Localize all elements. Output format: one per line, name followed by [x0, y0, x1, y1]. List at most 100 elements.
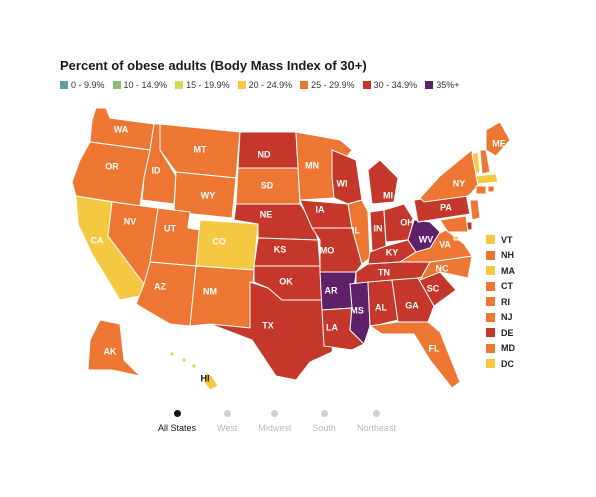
state-ut[interactable] — [149, 207, 201, 267]
state-label-nv: NV — [124, 216, 137, 226]
legend-swatch — [300, 81, 309, 89]
state-co[interactable] — [195, 219, 259, 271]
state-wy[interactable] — [173, 171, 237, 219]
state-label-al: AL — [375, 302, 387, 312]
hawaii-island-1 — [170, 352, 174, 356]
state-label-sd: SD — [261, 180, 274, 190]
legend-item: 25 - 29.9% — [300, 80, 355, 90]
filter-dot — [372, 410, 380, 417]
state-label-ar: AR — [325, 285, 338, 295]
state-ny[interactable] — [419, 149, 479, 203]
state-label-ky: KY — [386, 247, 399, 257]
small-state-ri[interactable]: RI — [486, 294, 515, 310]
small-state-label: VT — [501, 234, 513, 245]
state-tx[interactable] — [209, 281, 339, 381]
small-state-label: MA — [501, 265, 515, 276]
filter-label: All States — [158, 423, 197, 433]
small-state-vt[interactable]: VT — [486, 232, 515, 248]
state-vt[interactable] — [471, 151, 481, 175]
state-label-ks: KS — [274, 244, 287, 254]
state-nj[interactable] — [469, 199, 481, 221]
state-md[interactable] — [439, 215, 469, 233]
small-state-swatch — [486, 343, 495, 353]
state-ma[interactable] — [475, 173, 499, 185]
state-label-tx: TX — [262, 320, 274, 330]
state-label-mt: MT — [194, 144, 207, 154]
legend-swatch — [237, 81, 246, 89]
filter-northeast[interactable]: Northeast — [357, 410, 396, 433]
filter-dot — [173, 410, 181, 417]
legend-label: 10 - 14.9% — [123, 80, 168, 90]
legend-swatch — [425, 81, 434, 89]
filter-label: Midwest — [258, 423, 292, 433]
filter-south[interactable]: South — [312, 410, 336, 433]
state-label-fl: FL — [429, 343, 440, 353]
small-state-swatch — [486, 328, 495, 338]
filter-label: South — [312, 423, 336, 433]
small-state-label: MD — [501, 343, 515, 354]
small-state-ma[interactable]: MA — [486, 263, 515, 279]
state-nm[interactable] — [189, 265, 255, 329]
state-label-mn: MN — [305, 160, 319, 170]
state-label-nc: NC — [436, 263, 449, 273]
state-dc[interactable] — [453, 235, 459, 241]
state-ct[interactable] — [475, 185, 487, 195]
state-ks[interactable] — [253, 237, 321, 267]
state-mi[interactable] — [367, 159, 399, 205]
state-wi[interactable] — [331, 149, 363, 205]
legend-swatch — [362, 81, 371, 89]
state-label-ms: MS — [350, 305, 364, 315]
small-state-nh[interactable]: NH — [486, 248, 515, 264]
small-state-nj[interactable]: NJ — [486, 310, 515, 326]
state-label-oh: OH — [400, 217, 414, 227]
filter-dot — [223, 410, 231, 417]
state-al[interactable] — [367, 279, 399, 327]
legend-item: 20 - 24.9% — [237, 80, 292, 90]
legend-label: 25 - 29.9% — [311, 80, 355, 90]
state-label-il: IL — [352, 225, 361, 235]
filter-west[interactable]: West — [217, 410, 237, 433]
legend-item: 15 - 19.9% — [175, 80, 230, 90]
small-state-dc[interactable]: DC — [486, 356, 515, 372]
hawaii-island-3 — [192, 364, 196, 368]
state-ga[interactable] — [391, 277, 435, 323]
state-label-ga: GA — [405, 300, 419, 310]
small-state-ct[interactable]: CT — [486, 279, 515, 295]
filter-label: West — [217, 423, 238, 433]
small-state-de[interactable]: DE — [486, 325, 515, 341]
state-ak[interactable] — [87, 319, 142, 377]
filter-dot — [320, 410, 328, 417]
state-label-id: ID — [152, 165, 162, 175]
small-state-md[interactable]: MD — [486, 341, 515, 357]
small-state-label: DE — [501, 327, 514, 338]
legend-item: 30 - 34.9% — [362, 80, 418, 90]
state-hi[interactable] — [203, 371, 219, 391]
state-label-ok: OK — [279, 276, 293, 286]
filter-dot — [271, 410, 279, 417]
map-title: Percent of obese adults (Body Mass Index… — [60, 58, 367, 73]
state-ri[interactable] — [487, 185, 495, 193]
state-label-sc: SC — [427, 283, 440, 293]
state-nh[interactable] — [479, 149, 491, 175]
filter-all-states[interactable]: All States — [158, 410, 196, 433]
state-label-ny: NY — [453, 178, 466, 188]
filter-midwest[interactable]: Midwest — [258, 410, 291, 433]
state-label-nm: NM — [203, 286, 217, 296]
legend-item: 0 - 9.9% — [60, 80, 105, 90]
state-or[interactable] — [71, 141, 151, 207]
small-state-swatch — [486, 281, 495, 291]
state-wv[interactable] — [407, 219, 441, 253]
state-label-ca: CA — [91, 235, 104, 245]
state-fl[interactable] — [368, 321, 461, 389]
state-label-me: ME — [492, 138, 506, 148]
legend-label: 15 - 19.9% — [186, 80, 230, 90]
state-label-wy: WY — [201, 190, 216, 200]
small-state-swatch — [486, 266, 495, 276]
small-state-label: DC — [501, 358, 514, 369]
hawaii-island-2 — [182, 358, 186, 362]
state-label-or: OR — [105, 161, 119, 171]
legend-label: 30 - 34.9% — [373, 80, 418, 90]
state-me[interactable] — [485, 121, 511, 157]
region-filters: All States West Midwest South Northeast — [158, 410, 417, 433]
